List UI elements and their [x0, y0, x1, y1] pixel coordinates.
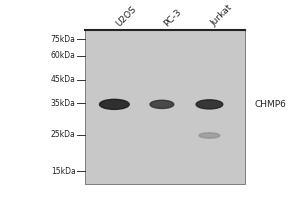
- Text: 45kDa: 45kDa: [51, 75, 76, 84]
- Bar: [85, 30, 245, 184]
- Text: U2OS: U2OS: [114, 4, 138, 28]
- Ellipse shape: [100, 99, 129, 109]
- Text: Jurkat: Jurkat: [209, 3, 235, 28]
- Ellipse shape: [199, 133, 220, 138]
- Text: 25kDa: 25kDa: [51, 130, 76, 139]
- Text: 75kDa: 75kDa: [51, 35, 76, 44]
- Ellipse shape: [196, 100, 223, 109]
- Text: CHMP6: CHMP6: [254, 100, 286, 109]
- Text: 15kDa: 15kDa: [51, 167, 76, 176]
- Ellipse shape: [150, 100, 174, 108]
- Text: 60kDa: 60kDa: [51, 51, 76, 60]
- Text: PC-3: PC-3: [162, 7, 183, 28]
- Text: 35kDa: 35kDa: [51, 99, 76, 108]
